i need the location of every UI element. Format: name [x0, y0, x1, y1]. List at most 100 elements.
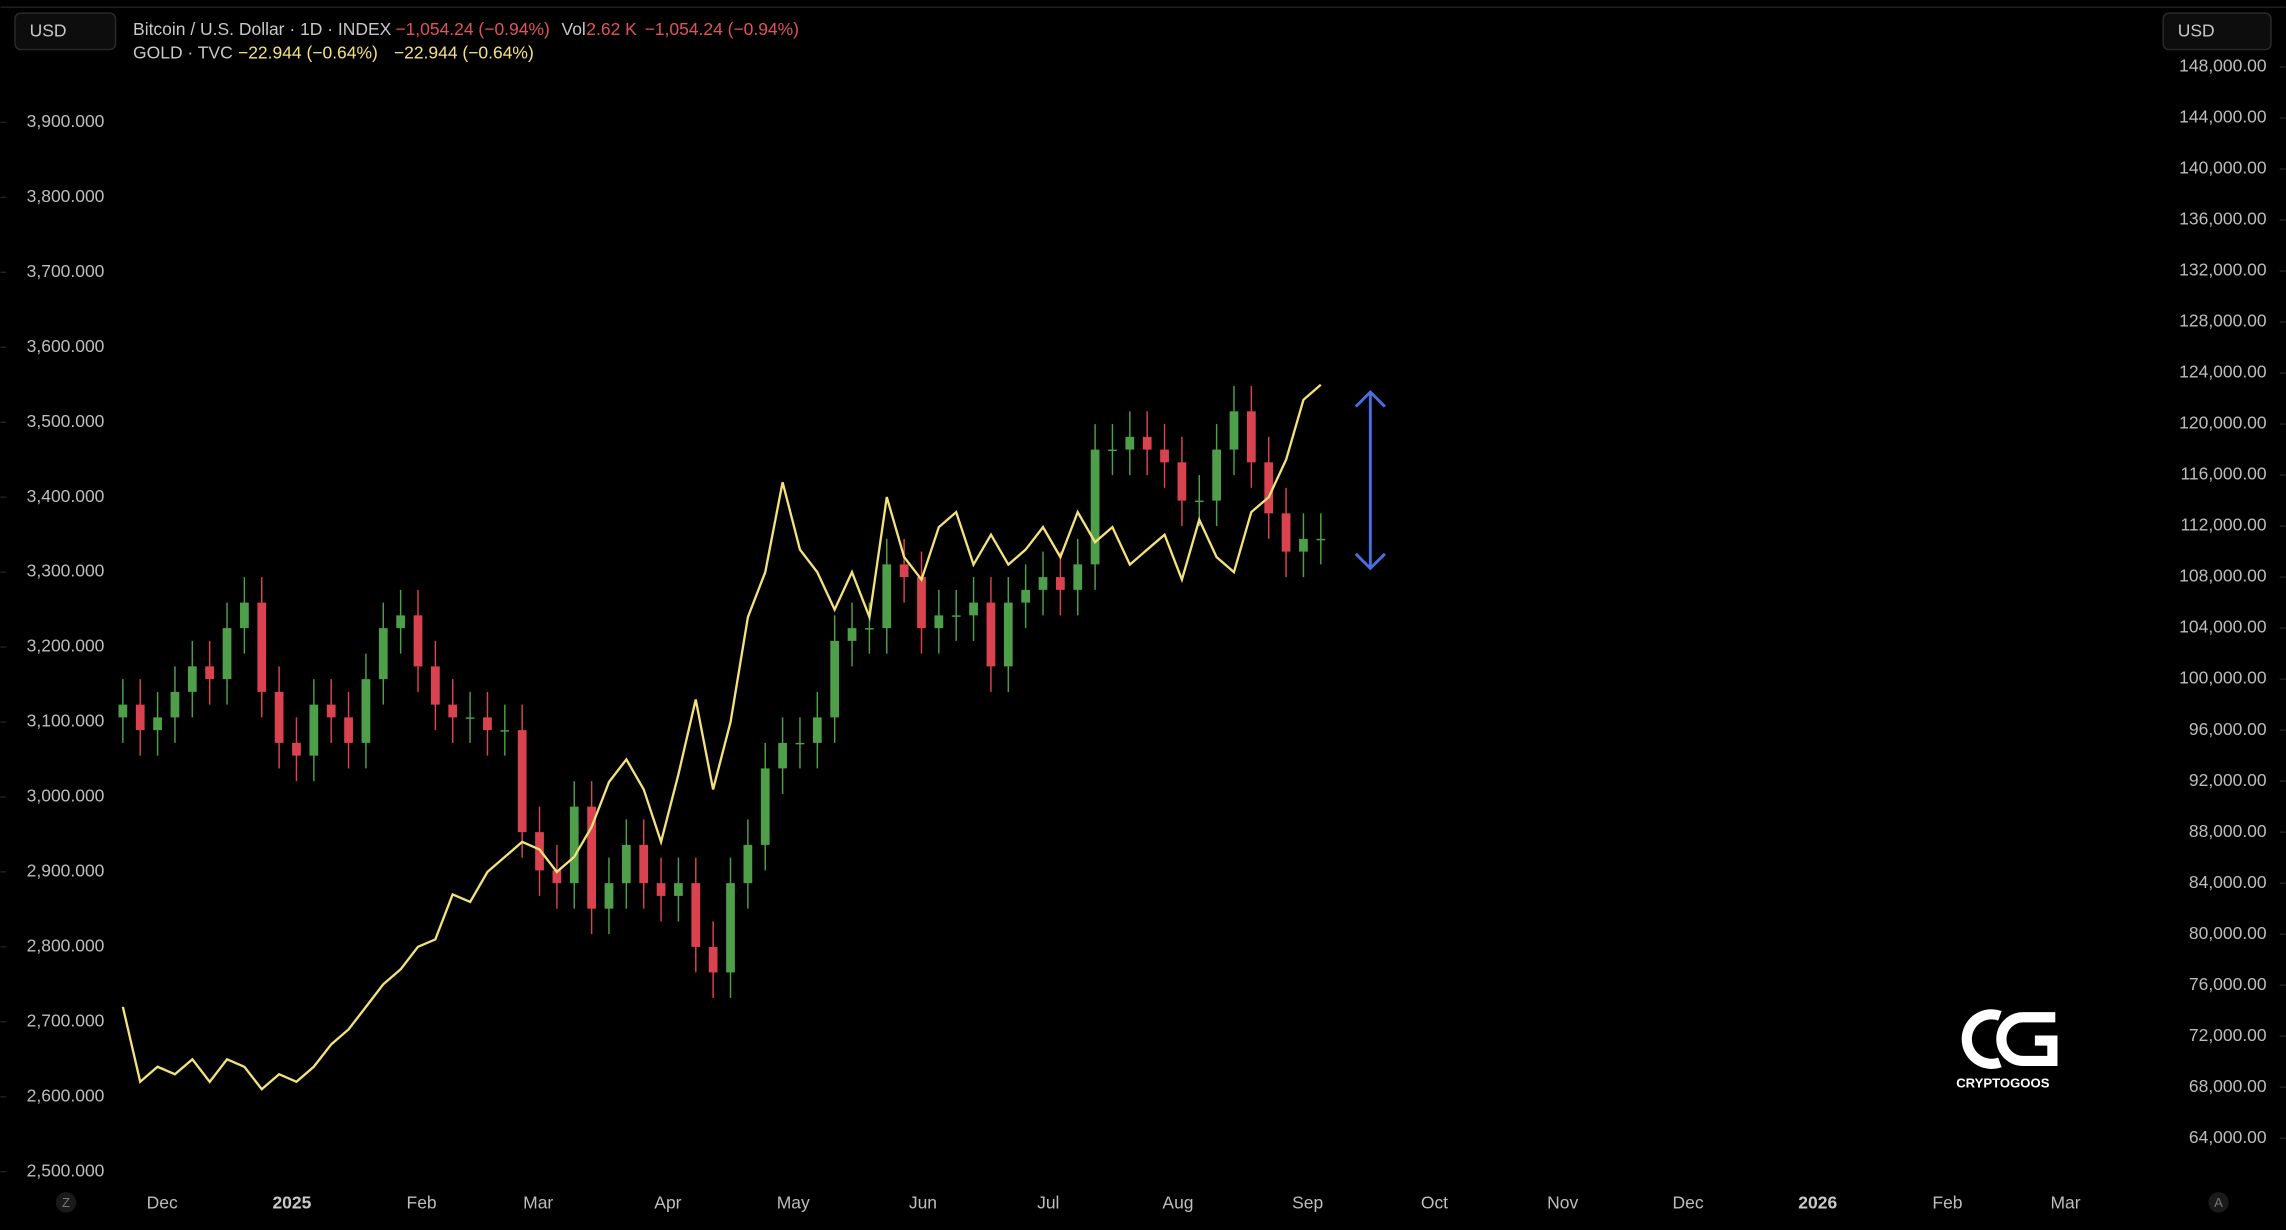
candle-body [517, 730, 527, 833]
x-tick-label: Dec [147, 1192, 178, 1212]
y2-tick-label: 80,000.00 [2189, 923, 2267, 943]
candle-body [205, 666, 215, 680]
x-tick-label: Mar [523, 1192, 553, 1212]
x-tick-label: Feb [1932, 1192, 1962, 1212]
y-tick-label: 3,500.000 [27, 411, 105, 431]
watermark-logo [1961, 1009, 2058, 1069]
legend-gold-change: −22.944 (−0.64%) [394, 43, 534, 63]
candle-body [344, 717, 353, 743]
range-arrow [1354, 389, 1386, 571]
x-tick-label: Aug [1162, 1192, 1193, 1212]
candles [118, 385, 1326, 998]
y2-tick-label: 88,000.00 [2189, 821, 2267, 841]
legend-vol: 2.62 K [586, 19, 637, 39]
y-tick-label: 3,300.000 [27, 561, 105, 581]
candle-body [361, 679, 371, 743]
x-tick-label: Sep [1292, 1192, 1323, 1212]
candle-body [847, 628, 857, 641]
y2-tick-label: 100,000.00 [2179, 668, 2267, 688]
candle-body [483, 717, 492, 731]
y2-tick-label: 144,000.00 [2179, 107, 2267, 127]
candle-body [153, 717, 162, 731]
candle-body [795, 742, 805, 745]
y2-tick-label: 68,000.00 [2189, 1076, 2267, 1096]
candle-body [1246, 411, 1256, 463]
candle-body [1264, 462, 1274, 514]
y2-tick-label: 140,000.00 [2179, 158, 2267, 178]
y2-tick-label: 64,000.00 [2189, 1127, 2267, 1147]
candle-body [1090, 449, 1100, 565]
candle-body [899, 564, 909, 578]
y-tick-label: 3,000.000 [27, 786, 105, 806]
candle-body [465, 717, 475, 719]
legend-btc-change: −1,054.24 (−0.94%) [645, 19, 799, 39]
candle-body [674, 883, 683, 896]
candle-body [1108, 449, 1117, 452]
x-tick-label: Apr [654, 1192, 681, 1212]
y-tick-label: 2,800.000 [27, 935, 105, 955]
y-tick-label: 2,500.000 [27, 1160, 105, 1180]
candle-body [1229, 411, 1239, 450]
y-tick-label: 3,600.000 [27, 336, 105, 356]
y-tick-label: 2,600.000 [27, 1085, 105, 1105]
y2-tick-label: 84,000.00 [2189, 872, 2267, 892]
candle-body [430, 666, 440, 705]
scale-button-label: A [2214, 1195, 2223, 1210]
candle-body [448, 704, 458, 718]
candle-body [1316, 538, 1326, 541]
candle-body [865, 628, 874, 630]
x-tick-label: Jun [909, 1192, 937, 1212]
scale-button[interactable] [55, 1192, 77, 1213]
candle-body [726, 883, 735, 973]
candle-body [1125, 436, 1135, 450]
y2-tick-label: 124,000.00 [2179, 362, 2267, 382]
y-tick-label: 3,200.000 [27, 636, 105, 656]
legend-gold-change: −22.944 (−0.64%) [238, 43, 378, 63]
candle-body [1021, 589, 1031, 603]
candle-body [969, 602, 978, 616]
x-tick-label: 2026 [1798, 1192, 1837, 1212]
x-tick-label: Mar [2050, 1192, 2080, 1212]
x-tick-label: May [777, 1192, 810, 1212]
candle-body [604, 883, 614, 909]
candle-body [292, 742, 301, 756]
candle-body [500, 730, 510, 732]
candle-body [760, 768, 770, 845]
candle-body [621, 844, 631, 884]
currency-button[interactable] [2162, 12, 2272, 51]
legend-gold: GOLD · TVC [133, 43, 233, 63]
candle-body [240, 602, 249, 629]
y2-tick-label: 128,000.00 [2179, 311, 2267, 331]
candle-body [552, 870, 562, 884]
x-tick-label: Dec [1673, 1192, 1704, 1212]
currency-button[interactable] [14, 12, 117, 51]
y2-tick-label: 76,000.00 [2189, 974, 2267, 994]
candle-body [1299, 538, 1308, 552]
candle-body [378, 628, 388, 680]
candle-body [882, 564, 892, 629]
candle-body [1281, 513, 1291, 552]
legend-btc-change: −1,054.24 (−0.94%) [395, 19, 549, 39]
y2-tick-label: 104,000.00 [2179, 617, 2267, 637]
candle-body [1073, 564, 1083, 590]
y2-tick-label: 136,000.00 [2179, 209, 2267, 229]
legend-btc: Bitcoin / U.S. Dollar · 1D · INDEX [133, 19, 392, 39]
watermark-text: CRYPTOGOOS [1956, 1076, 2049, 1091]
candle-body [413, 615, 423, 667]
scale-button[interactable] [2208, 1192, 2229, 1213]
candle-body [951, 615, 961, 617]
x-tick-label: Oct [1421, 1192, 1448, 1212]
y-tick-label: 3,100.000 [27, 711, 105, 731]
candle-body [743, 844, 753, 884]
y2-tick-label: 132,000.00 [2179, 260, 2267, 280]
currency-left: USD [30, 21, 67, 41]
x-tick-label: 2025 [272, 1192, 311, 1212]
candle-body [1160, 449, 1169, 463]
candle-body [1056, 577, 1065, 590]
candle-body [1177, 462, 1187, 501]
candle-body [1194, 500, 1204, 503]
candle-body [691, 883, 701, 947]
candle-body [170, 691, 180, 718]
